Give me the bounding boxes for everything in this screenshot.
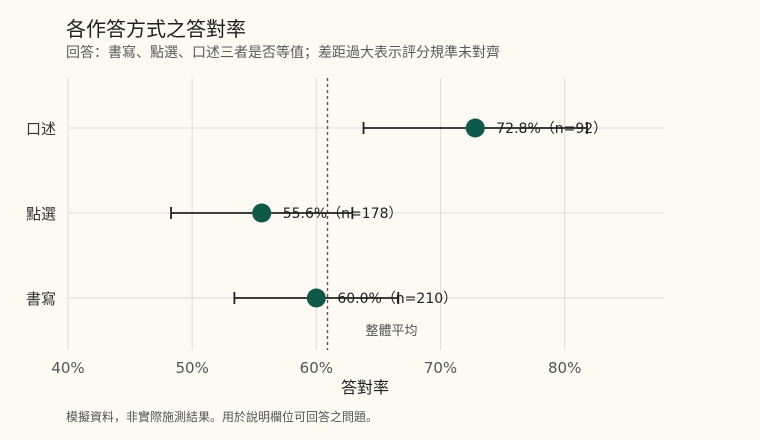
x-tick-label: 40% [51, 359, 84, 377]
data-labels: 72.8%（n=92） 55.6%（n=178） 60.0%（n=210） [283, 121, 607, 307]
data-label: 72.8%（n=92） [496, 121, 607, 137]
x-tick-label: 50% [175, 359, 208, 377]
y-tick-label: 書寫 [26, 290, 56, 308]
chart-subtitle: 回答：書寫、點選、口述三者是否等值；差距過大表示評分規準未對齊 [66, 44, 500, 61]
chart-title: 各作答方式之答對率 [66, 17, 246, 41]
x-tick-label: 80% [548, 359, 581, 377]
reference-line-group: 整體平均 [326, 78, 418, 350]
x-axis-ticks: 40% 50% 60% 70% 80% [51, 359, 581, 377]
x-tick-label: 60% [300, 359, 333, 377]
data-point [306, 288, 326, 308]
chart-caption: 模擬資料，非實際施測結果。用於說明欄位可回答之問題。 [66, 409, 378, 424]
data-label: 55.6%（n=178） [283, 206, 403, 222]
y-tick-label: 口述 [26, 120, 56, 138]
x-axis-label: 答對率 [341, 378, 389, 397]
data-label: 60.0%（n=210） [337, 291, 457, 307]
x-tick-label: 70% [424, 359, 457, 377]
y-tick-label: 點選 [26, 205, 56, 223]
reference-line-label: 整體平均 [366, 324, 418, 339]
data-points [252, 118, 485, 308]
data-point [465, 118, 485, 138]
data-point [252, 203, 272, 223]
